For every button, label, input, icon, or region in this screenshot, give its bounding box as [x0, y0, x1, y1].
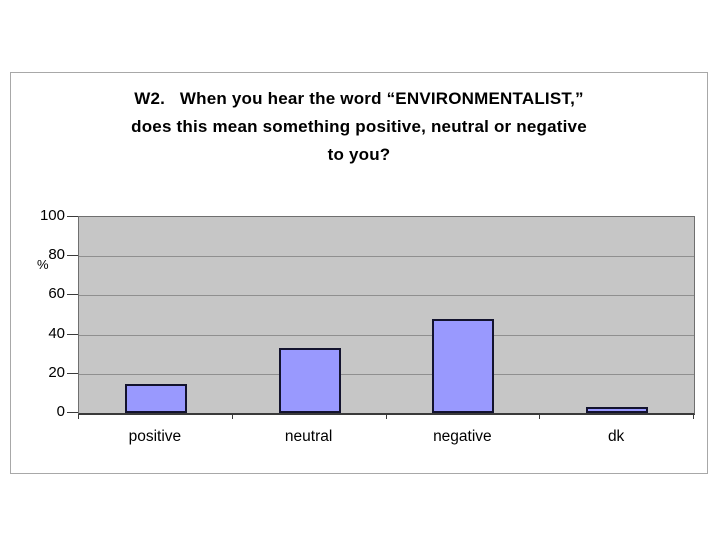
- category-label-dk: dk: [607, 428, 625, 445]
- category-label-positive: positive: [128, 428, 182, 445]
- y-tick-label-20: 20: [48, 363, 65, 381]
- y-tick-label-80: 80: [48, 246, 65, 264]
- x-axis-category-labels: positive neutral negative dk: [78, 428, 693, 446]
- gridline-40: [79, 334, 694, 336]
- gridline-20: [79, 373, 694, 375]
- category-label-neutral: neutral: [284, 428, 333, 445]
- x-tick-mark: [232, 414, 233, 419]
- y-tick-mark: [67, 412, 78, 413]
- x-tick-mark: [693, 414, 694, 419]
- bar-positive: [125, 384, 187, 413]
- bar-neutral: [279, 348, 341, 413]
- y-tick-label-40: 40: [48, 324, 65, 342]
- bar-dk: [586, 407, 648, 413]
- y-tick-mark: [67, 333, 78, 335]
- x-tick-mark: [539, 414, 540, 419]
- x-tick-mark: [78, 414, 79, 419]
- chart-title: W2. When you hear the word “ENVIRONMENTA…: [131, 89, 587, 164]
- y-tick-label-100: 100: [39, 207, 65, 224]
- slide-frame: W2. When you hear the word “ENVIRONMENTA…: [10, 72, 708, 474]
- bar-negative: [432, 319, 494, 413]
- x-tick-mark: [386, 414, 387, 419]
- y-tick-mark: [67, 372, 78, 374]
- y-axis-unit-label: %: [37, 257, 49, 272]
- y-tick-mark: [67, 255, 78, 257]
- category-label-negative: negative: [433, 428, 492, 445]
- y-tick-mark: [67, 294, 78, 296]
- plot-area: [78, 216, 695, 415]
- y-tick-mark: [67, 216, 78, 217]
- gridline-60: [79, 295, 694, 297]
- y-tick-label-60: 60: [48, 285, 65, 303]
- gridline-80: [79, 256, 694, 258]
- y-tick-label-0: 0: [56, 403, 65, 420]
